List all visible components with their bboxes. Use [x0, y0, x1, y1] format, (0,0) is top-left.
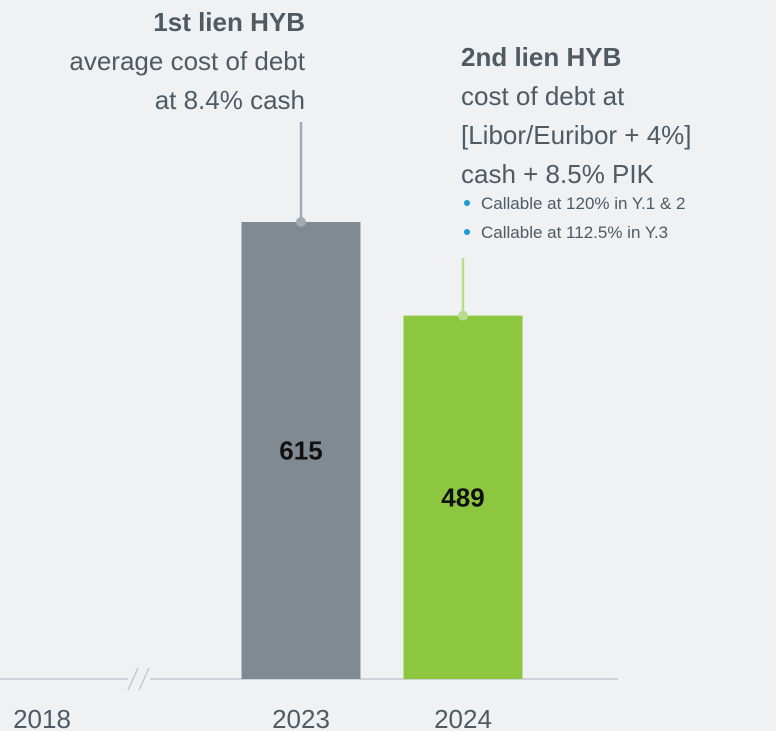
bullet-dot [464, 229, 470, 235]
bar-value-label: 489 [441, 482, 484, 512]
bar-value-label: 615 [279, 436, 322, 466]
bar [241, 222, 361, 679]
x-tick-label: 2023 [272, 704, 330, 731]
annotation-line: cost of debt at [461, 81, 625, 111]
annotation-title: 1st lien HYB [153, 7, 305, 37]
bar [403, 315, 523, 679]
x-tick-label: 2018 [13, 704, 71, 731]
annotation-line: [Libor/Euribor + 4%] [461, 120, 692, 150]
axis-break-gap [128, 670, 150, 688]
axis-break [127, 667, 139, 691]
axis-break [138, 667, 150, 691]
annotation-dot [296, 217, 306, 228]
annotation-bullet: Callable at 120% in Y.1 & 2 [481, 194, 685, 213]
annotation-line: cash + 8.5% PIK [461, 159, 655, 189]
annotation-line: average cost of debt [69, 46, 305, 76]
annotation-line: at 8.4% cash [155, 85, 305, 115]
annotation-dot [458, 310, 468, 321]
bullet-dot [464, 200, 470, 206]
annotation-title: 2nd lien HYB [461, 42, 621, 72]
annotation-bullet: Callable at 112.5% in Y.3 [481, 223, 668, 242]
x-tick-label: 2024 [434, 704, 492, 731]
